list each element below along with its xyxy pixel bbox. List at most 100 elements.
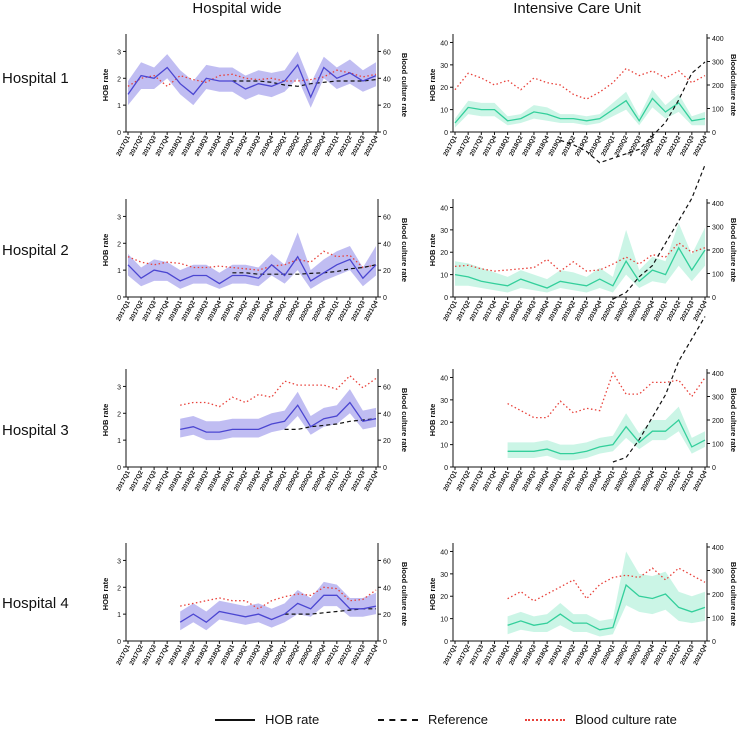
y-tick-label: 30: [440, 63, 448, 70]
y2-axis-label: Blood culture rate: [729, 218, 738, 282]
y2-tick-label: 200: [712, 248, 724, 255]
y2-tick-label: 40: [383, 241, 391, 248]
hob-ci-band: [180, 581, 376, 631]
y-tick-label: 0: [117, 295, 121, 302]
row-label-hospital-4: Hospital 4: [2, 595, 69, 612]
blood-culture-line: [180, 374, 377, 408]
y-axis-label: HOB rate: [101, 404, 110, 437]
y-axis-label: HOB rate: [428, 578, 437, 611]
y2-tick-label: 20: [383, 438, 391, 445]
y-tick-label: 2: [117, 76, 121, 83]
hob-ci-band: [128, 232, 376, 289]
blood-culture-line: [127, 69, 377, 88]
hob-ci-band: [455, 223, 705, 293]
y2-axis-label: Blood culture rate: [729, 388, 738, 452]
y-tick-label: 0: [444, 465, 448, 472]
hob-ci-band: [455, 89, 705, 128]
y2-tick-label: 60: [383, 384, 391, 391]
y-tick-label: 30: [440, 398, 448, 405]
blood-culture-line: [454, 67, 706, 100]
column-title-hospital-wide: Hospital wide: [192, 0, 282, 17]
hob-rate-line: [454, 97, 706, 124]
y2-tick-label: 400: [712, 201, 724, 208]
y2-tick-label: 400: [712, 36, 724, 43]
y-tick-label: 20: [440, 85, 448, 92]
y2-tick-label: 0: [383, 465, 387, 472]
y2-tick-label: 0: [712, 295, 716, 302]
y-axis-label: HOB rate: [101, 234, 110, 267]
hob-ci-band: [180, 389, 376, 441]
hob-rate-line: [127, 255, 377, 285]
blood-culture-line: [454, 242, 706, 272]
y2-tick-label: 0: [383, 639, 387, 646]
y-tick-label: 0: [444, 130, 448, 137]
y2-tick-label: 400: [712, 545, 724, 552]
y2-tick-label: 200: [712, 592, 724, 599]
y-tick-label: 40: [440, 205, 448, 212]
y2-tick-label: 0: [383, 295, 387, 302]
y-tick-label: 10: [440, 617, 448, 624]
y-tick-label: 3: [117, 558, 121, 565]
row-label-hospital-1: Hospital 1: [2, 70, 69, 87]
y2-tick-label: 400: [712, 371, 724, 378]
y2-tick-label: 200: [712, 418, 724, 425]
y2-tick-label: 60: [383, 558, 391, 565]
hob-rate-line: [179, 594, 377, 623]
legend-item-blood: Blood culture rate: [525, 712, 677, 727]
legend-swatch-reference: [378, 718, 418, 721]
y-tick-label: 40: [440, 375, 448, 382]
y-tick-label: 20: [440, 594, 448, 601]
y2-axis-label: Blood culture rate: [400, 562, 409, 626]
y2-axis-label: Blood culture rate: [400, 388, 409, 452]
y-tick-label: 2: [117, 411, 121, 418]
hob-rate-line: [454, 246, 706, 289]
y-tick-label: 3: [117, 49, 121, 56]
y2-tick-label: 100: [712, 616, 724, 623]
y2-tick-label: 200: [712, 83, 724, 90]
y-axis-label: HOB rate: [101, 578, 110, 611]
reference-line: [560, 61, 706, 164]
y2-axis-label: Blood culture rate: [729, 562, 738, 626]
y2-tick-label: 40: [383, 76, 391, 83]
hob-ci-band: [507, 551, 705, 637]
y2-tick-label: 60: [383, 49, 391, 56]
y-tick-label: 1: [117, 103, 121, 110]
panel-2-hospital-wide: 012302040602017Q12017Q22017Q32017Q42018Q…: [101, 199, 409, 322]
legend-label-blood: Blood culture rate: [575, 712, 677, 727]
legend-swatch-hob: [215, 718, 255, 721]
y-tick-label: 0: [117, 130, 121, 137]
y2-tick-label: 60: [383, 214, 391, 221]
y-tick-label: 30: [440, 572, 448, 579]
row-label-hospital-3: Hospital 3: [2, 422, 69, 439]
legend-item-hob: HOB rate: [215, 712, 319, 727]
panel-4-hospital-wide: 012302040602017Q12017Q22017Q32017Q42018Q…: [101, 543, 409, 666]
panel-1-icu: 01020304001002003004002017Q12017Q22017Q3…: [428, 34, 738, 157]
y-axis-label: HOB rate: [428, 234, 437, 267]
blood-culture-line: [127, 250, 377, 271]
blood-culture-line: [507, 371, 706, 419]
y-tick-label: 3: [117, 384, 121, 391]
reference-line: [284, 608, 376, 615]
reference-line: [284, 418, 377, 430]
legend-swatch-blood: [525, 718, 565, 721]
y-tick-label: 2: [117, 585, 121, 592]
y2-tick-label: 20: [383, 103, 391, 110]
y-tick-label: 10: [440, 108, 448, 115]
y2-tick-label: 100: [712, 272, 724, 279]
row-label-hospital-2: Hospital 2: [2, 242, 69, 259]
y2-tick-label: 100: [712, 442, 724, 449]
panel-1-hospital-wide: 012302040602017Q12017Q22017Q32017Q42018Q…: [101, 34, 409, 157]
y-tick-label: 10: [440, 443, 448, 450]
y2-tick-label: 300: [712, 225, 724, 232]
y-tick-label: 40: [440, 549, 448, 556]
y2-tick-label: 300: [712, 60, 724, 67]
y-tick-label: 40: [440, 40, 448, 47]
y-tick-label: 2: [117, 241, 121, 248]
y2-tick-label: 40: [383, 411, 391, 418]
y2-tick-label: 0: [712, 639, 716, 646]
y2-tick-label: 100: [712, 107, 724, 114]
y2-tick-label: 300: [712, 395, 724, 402]
hob-rate-line: [507, 418, 706, 455]
y2-axis-label: Bloodculture rate: [729, 54, 738, 116]
